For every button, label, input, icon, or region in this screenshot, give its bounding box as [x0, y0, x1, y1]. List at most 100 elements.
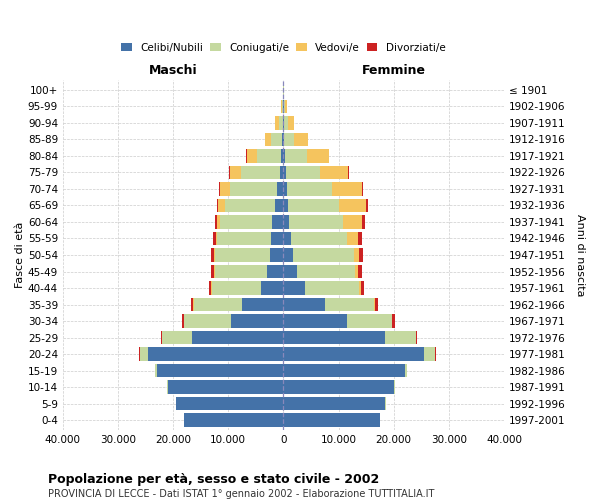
Bar: [231, 314, 283, 328]
Bar: [284, 149, 307, 162]
Bar: [193, 331, 283, 344]
Bar: [215, 264, 267, 278]
Bar: [347, 232, 358, 245]
Bar: [284, 100, 287, 113]
Bar: [140, 348, 148, 361]
Text: Popolazione per età, sesso e stato civile - 2002: Popolazione per età, sesso e stato civil…: [48, 472, 379, 486]
Bar: [355, 264, 358, 278]
Bar: [375, 298, 378, 312]
Bar: [242, 298, 283, 312]
Bar: [184, 414, 283, 427]
Bar: [267, 264, 283, 278]
Bar: [262, 282, 283, 295]
Bar: [394, 380, 395, 394]
Bar: [157, 364, 283, 378]
Bar: [284, 116, 287, 130]
Bar: [212, 282, 262, 295]
Bar: [405, 364, 407, 378]
Bar: [338, 198, 366, 212]
Bar: [305, 282, 359, 295]
Text: PROVINCIA DI LECCE - Dati ISTAT 1° gennaio 2002 - Elaborazione TUTTITALIA.IT: PROVINCIA DI LECCE - Dati ISTAT 1° genna…: [48, 489, 434, 499]
Y-axis label: Fasce di età: Fasce di età: [15, 222, 25, 288]
Bar: [283, 298, 325, 312]
Bar: [283, 149, 284, 162]
Bar: [347, 314, 392, 328]
Bar: [320, 166, 349, 179]
Bar: [209, 282, 211, 295]
Bar: [374, 298, 375, 312]
Bar: [219, 182, 220, 196]
Bar: [241, 166, 280, 179]
Bar: [269, 248, 283, 262]
Bar: [265, 132, 271, 146]
Bar: [213, 232, 215, 245]
Bar: [359, 282, 361, 295]
Bar: [215, 215, 217, 228]
Bar: [155, 364, 157, 378]
Bar: [281, 149, 283, 162]
Bar: [291, 232, 347, 245]
Bar: [354, 248, 359, 262]
Bar: [182, 314, 184, 328]
Bar: [275, 116, 278, 130]
Bar: [283, 364, 405, 378]
Bar: [362, 215, 365, 228]
Bar: [362, 182, 363, 196]
Bar: [247, 149, 257, 162]
Bar: [277, 182, 283, 196]
Bar: [283, 248, 293, 262]
Bar: [167, 380, 283, 394]
Bar: [230, 166, 241, 179]
Bar: [297, 264, 355, 278]
Bar: [325, 298, 374, 312]
Bar: [217, 215, 220, 228]
Bar: [283, 132, 284, 146]
Bar: [287, 116, 294, 130]
Bar: [366, 198, 368, 212]
Bar: [211, 248, 214, 262]
Bar: [184, 314, 231, 328]
Bar: [416, 331, 417, 344]
Bar: [283, 414, 380, 427]
Bar: [281, 100, 282, 113]
Bar: [272, 215, 283, 228]
Bar: [358, 264, 362, 278]
Bar: [230, 182, 277, 196]
Bar: [217, 198, 218, 212]
Bar: [218, 198, 225, 212]
Bar: [424, 348, 435, 361]
Bar: [361, 282, 364, 295]
Bar: [282, 100, 283, 113]
Bar: [283, 348, 424, 361]
Bar: [283, 282, 305, 295]
Bar: [283, 314, 347, 328]
Bar: [211, 264, 214, 278]
Bar: [220, 182, 230, 196]
Bar: [161, 331, 162, 344]
Bar: [286, 166, 320, 179]
Bar: [283, 182, 287, 196]
Bar: [284, 132, 294, 146]
Bar: [225, 198, 275, 212]
Bar: [293, 248, 354, 262]
Bar: [257, 149, 281, 162]
Bar: [283, 380, 394, 394]
Bar: [287, 182, 332, 196]
Legend: Celibi/Nubili, Coniugati/e, Vedovi/e, Divorziati/e: Celibi/Nubili, Coniugati/e, Vedovi/e, Di…: [118, 40, 449, 56]
Y-axis label: Anni di nascita: Anni di nascita: [575, 214, 585, 296]
Bar: [176, 397, 283, 410]
Bar: [271, 232, 283, 245]
Bar: [148, 348, 283, 361]
Bar: [283, 166, 286, 179]
Bar: [217, 232, 271, 245]
Bar: [283, 215, 289, 228]
Bar: [358, 232, 362, 245]
Bar: [392, 314, 395, 328]
Bar: [283, 264, 297, 278]
Bar: [385, 331, 416, 344]
Bar: [191, 298, 193, 312]
Bar: [283, 331, 385, 344]
Bar: [214, 248, 215, 262]
Bar: [280, 166, 283, 179]
Bar: [283, 397, 385, 410]
